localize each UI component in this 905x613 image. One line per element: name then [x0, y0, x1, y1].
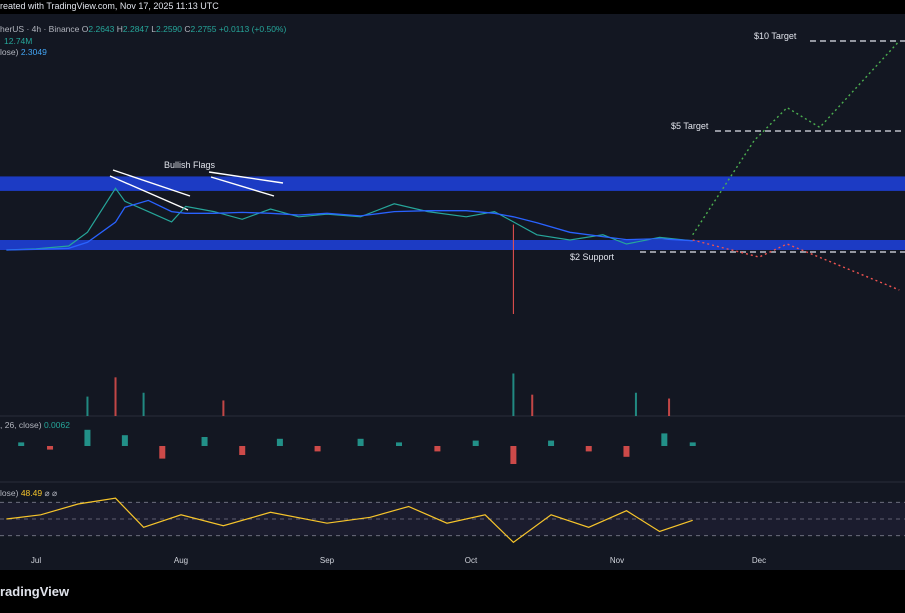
volume-value: 12.74M: [4, 36, 33, 46]
macd-bar: [434, 446, 441, 452]
change-value: +0.0113 (+0.50%): [218, 24, 287, 34]
chart-header: reated with TradingView.com, Nov 17, 202…: [0, 0, 905, 14]
macd-bar: [201, 437, 208, 446]
bullish-flags-label: Bullish Flags: [164, 160, 216, 170]
low-label: L: [151, 24, 156, 34]
time-axis-label: Oct: [464, 556, 478, 565]
volume-bar: [86, 396, 89, 416]
macd-bar: [84, 429, 91, 446]
rsi-label: lose): [0, 488, 19, 498]
price-series-line: [6, 187, 693, 251]
volume-bar: [531, 394, 534, 416]
macd-value: 0.0062: [43, 420, 70, 430]
volume-bar: [142, 392, 145, 416]
macd-bar: [276, 438, 283, 446]
volume-bar: [114, 377, 117, 416]
chart-footer: radingView: [0, 570, 905, 613]
ma-label: lose): [0, 47, 19, 57]
time-axis-label: Dec: [751, 556, 767, 565]
macd-bar: [510, 446, 517, 464]
volume-bar: [222, 400, 225, 416]
high-value: 2.2847: [122, 24, 149, 34]
rsi-value: 48.49: [20, 488, 43, 498]
macd-bar: [623, 446, 630, 457]
macd-bar: [661, 433, 668, 446]
symbol-legend: herUS · 4h · Binance O2.2643 H2.2847 L2.…: [0, 24, 286, 34]
flag-line: [109, 175, 189, 211]
flag-line: [210, 176, 275, 197]
rsi-legend: lose) 48.49 ⌀ ⌀: [0, 488, 57, 499]
time-axis-label: Nov: [609, 556, 625, 565]
created-with-text: reated with TradingView.com, Nov 17, 202…: [0, 1, 219, 11]
moving-average-line: [6, 199, 693, 251]
time-axis-label: Jul: [30, 556, 42, 565]
macd-bar: [18, 442, 25, 446]
symbol-name: herUS · 4h · Binance: [0, 24, 80, 34]
ma-value: 2.3049: [20, 47, 47, 57]
macd-bar: [239, 446, 246, 455]
volume-legend: 12.74M: [4, 36, 32, 46]
time-axis-label: Aug: [173, 556, 189, 565]
time-axis: Jul Aug Sep Oct Nov Dec: [0, 556, 905, 570]
macd-bar: [357, 438, 364, 446]
macd-bar: [314, 446, 321, 452]
macd-legend: , 26, close) 0.0062: [0, 420, 70, 430]
close-label: C: [184, 24, 191, 34]
macd-bar: [159, 446, 166, 459]
level-label-5: $5 Target: [671, 121, 709, 131]
zone-support: [0, 240, 905, 250]
close-value: 2.2755: [190, 24, 217, 34]
volume-bar: [512, 373, 515, 416]
rsi-extra: ⌀ ⌀: [44, 488, 58, 498]
macd-bar: [396, 442, 402, 446]
volume-bar: [634, 392, 637, 416]
time-axis-label: Sep: [319, 556, 335, 565]
high-label: H: [116, 24, 123, 34]
tradingview-brand: radingView: [0, 584, 70, 599]
macd-bar: [472, 440, 479, 446]
macd-bar: [548, 440, 555, 446]
zone-resistance: [0, 176, 905, 191]
macd-bar: [585, 446, 592, 452]
flag-line: [208, 171, 284, 184]
macd-label: , 26, close): [0, 420, 42, 430]
flag-line: [112, 169, 191, 197]
rsi-line: [6, 497, 693, 544]
macd-bar: [47, 446, 54, 450]
bullish-projection-path: [692, 40, 900, 236]
level-label-2: $2 Support: [570, 252, 615, 262]
ma-legend: lose) 2.3049: [0, 47, 47, 57]
volume-bar: [668, 398, 671, 416]
level-label-10: $10 Target: [754, 31, 797, 41]
open-label: O: [81, 24, 89, 34]
macd-bar: [121, 435, 128, 446]
macd-bar: [689, 442, 696, 446]
bearish-projection-path: [692, 239, 900, 291]
rsi-band: [0, 502, 905, 536]
low-value: 2.2590: [156, 24, 182, 34]
open-value: 2.2643: [88, 24, 115, 34]
price-chart[interactable]: $10 Target $5 Target $2 Support Bullish Fla…: [0, 14, 905, 556]
